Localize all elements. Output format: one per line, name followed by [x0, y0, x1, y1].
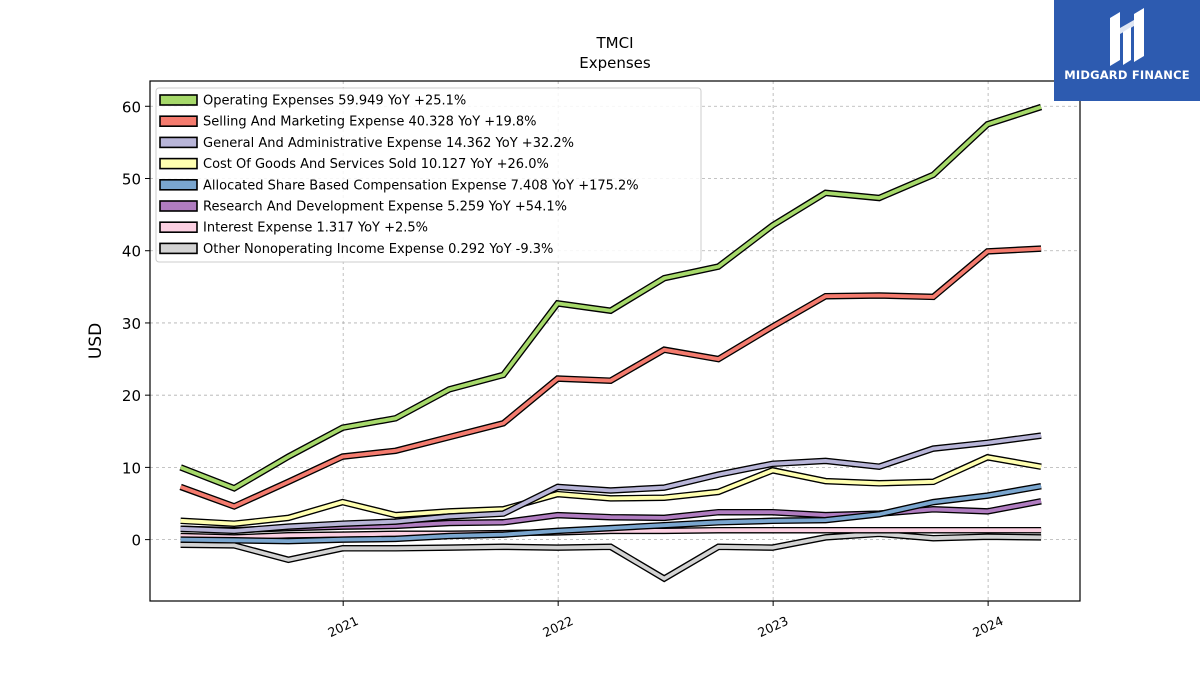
- x-tick-label: 2021: [325, 613, 360, 640]
- y-tick-label: 10: [122, 459, 141, 477]
- legend-label: Research And Development Expense 5.259 Y…: [203, 200, 567, 215]
- y-axis-label: USD: [86, 323, 106, 359]
- series-line-stroke: [179, 246, 1042, 509]
- legend-label: Allocated Share Based Compensation Expen…: [203, 178, 639, 193]
- legend-swatch: [159, 221, 198, 233]
- legend-swatch: [159, 94, 198, 106]
- midgard-logo-icon: [1110, 8, 1144, 66]
- legend-label: Selling And Marketing Expense 40.328 YoY…: [203, 115, 537, 130]
- legend-swatch: [159, 157, 198, 170]
- legend-swatch: [159, 136, 198, 149]
- legend-label: Operating Expenses 59.949 YoY +25.1%: [203, 94, 466, 109]
- plot-area-frame: [149, 80, 1081, 602]
- chart-subtitle: Expenses: [579, 54, 651, 72]
- legend-swatch: [159, 200, 198, 212]
- series-line-stroke: [180, 433, 1042, 533]
- y-tick-label: 40: [122, 243, 141, 261]
- legend-swatch: [159, 179, 198, 191]
- series-lines: [179, 103, 1043, 583]
- legend-label: Cost Of Goods And Services Sold 10.127 Y…: [203, 157, 549, 172]
- series-line-stroke: [179, 105, 1042, 491]
- axis-ticks: 0 10 20 30 40 50 60 2021 2022 2023 2024: [122, 98, 1006, 640]
- legend-label: Other Nonoperating Income Expense 0.292 …: [203, 242, 553, 257]
- series-line: [180, 530, 1042, 583]
- legend-item: Allocated Share Based Compensation Expen…: [159, 178, 639, 193]
- y-tick-label: 50: [122, 171, 141, 189]
- legend-label: General And Administrative Expense 14.36…: [203, 136, 574, 151]
- legend-item: Interest Expense 1.317 YoY +2.5%: [159, 221, 428, 236]
- legend-box: [155, 87, 702, 263]
- series-line: [180, 432, 1042, 535]
- legend-swatch: [159, 242, 198, 255]
- series-line: [180, 453, 1042, 527]
- series-line-stroke: [180, 455, 1042, 526]
- logo-text: MIDGARD FINANCE: [1064, 68, 1190, 82]
- legend-item: Selling And Marketing Expense 40.328 YoY…: [159, 115, 537, 130]
- series-line-stroke: [180, 484, 1042, 544]
- legend-swatch: [159, 115, 198, 127]
- x-tick-label: 2022: [540, 613, 575, 640]
- legend-label: Interest Expense 1.317 YoY +2.5%: [203, 221, 428, 236]
- chart-title: TMCI: [595, 34, 633, 52]
- legend-item: Research And Development Expense 5.259 Y…: [159, 200, 567, 215]
- y-tick-label: 20: [122, 387, 141, 405]
- legend-item: Other Nonoperating Income Expense 0.292 …: [159, 242, 553, 257]
- legend: Operating Expenses 59.949 YoY +25.1% Sell…: [155, 87, 702, 263]
- midgard-finance-logo: MIDGARD FINANCE: [1054, 0, 1200, 101]
- x-tick-label: 2023: [755, 613, 790, 640]
- y-tick-label: 30: [122, 315, 141, 333]
- series-line: [179, 245, 1042, 510]
- series-line-stroke: [180, 531, 1042, 581]
- y-tick-label: 60: [122, 98, 141, 116]
- legend-item: Operating Expenses 59.949 YoY +25.1%: [159, 94, 466, 109]
- series-line: [179, 103, 1043, 492]
- series-line: [180, 482, 1042, 545]
- x-tick-label: 2024: [970, 613, 1005, 640]
- legend-item: Cost Of Goods And Services Sold 10.127 Y…: [159, 157, 549, 172]
- legend-item: General And Administrative Expense 14.36…: [159, 136, 574, 151]
- y-tick-label: 0: [131, 532, 141, 550]
